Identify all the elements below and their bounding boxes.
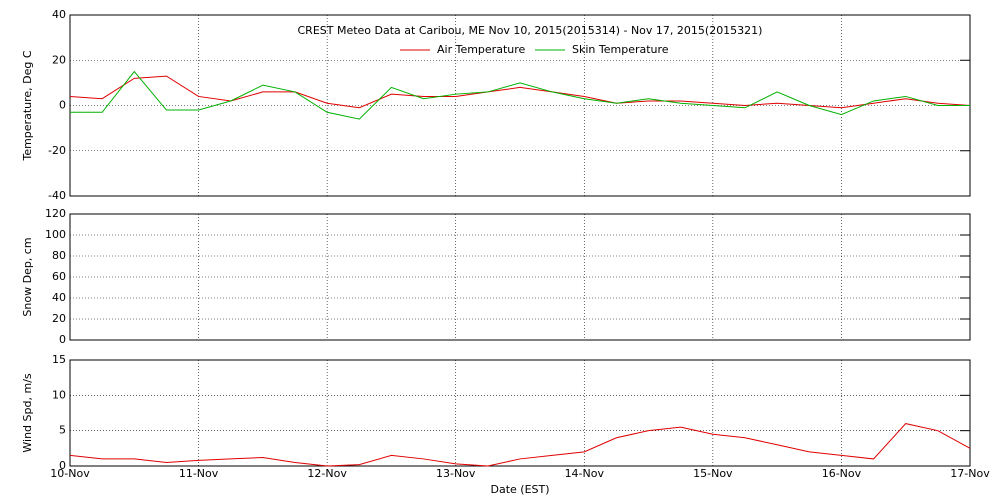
y-tick-label: 10 xyxy=(52,388,66,401)
plot-frame xyxy=(69,359,971,467)
y-tick-label: 120 xyxy=(45,207,66,220)
y-tick-label: 60 xyxy=(52,270,66,283)
x-tick-label: 15-Nov xyxy=(693,467,733,480)
y-tick-label: 0 xyxy=(59,459,66,472)
y-tick-label: -40 xyxy=(48,189,66,202)
y-tick-label: 20 xyxy=(52,312,66,325)
legend-label: Skin Temperature xyxy=(572,43,669,56)
data-line xyxy=(69,75,971,109)
y-tick-label: 0 xyxy=(59,99,66,112)
chart-title: CREST Meteo Data at Caribou, ME Nov 10, … xyxy=(298,24,763,37)
y-tick-label: 40 xyxy=(52,8,66,21)
y-tick-label: -20 xyxy=(48,144,66,157)
y-tick-label: 100 xyxy=(45,228,66,241)
y-tick-label: 20 xyxy=(52,53,66,66)
y-tick-label: 0 xyxy=(59,333,66,346)
y-tick-label: 15 xyxy=(52,353,66,366)
data-line xyxy=(69,423,971,467)
y-axis-label: Temperature, Deg C xyxy=(21,50,34,161)
y-tick-label: 5 xyxy=(59,424,66,437)
data-line xyxy=(70,70,970,120)
y-tick-label: 80 xyxy=(52,249,66,262)
x-tick-label: 17-Nov xyxy=(950,467,990,480)
x-tick-label: 14-Nov xyxy=(565,467,605,480)
x-tick-label: 10-Nov xyxy=(50,467,90,480)
y-axis-label: Snow Dep, cm xyxy=(21,237,34,316)
y-tick-label: 40 xyxy=(52,291,66,304)
x-tick-label: 12-Nov xyxy=(307,467,347,480)
y-axis-label: Wind Spd, m/s xyxy=(21,373,34,453)
x-axis-label: Date (EST) xyxy=(490,483,549,496)
legend-label: Air Temperature xyxy=(437,43,526,56)
x-tick-label: 11-Nov xyxy=(179,467,219,480)
x-tick-label: 13-Nov xyxy=(436,467,476,480)
x-tick-label: 16-Nov xyxy=(822,467,862,480)
